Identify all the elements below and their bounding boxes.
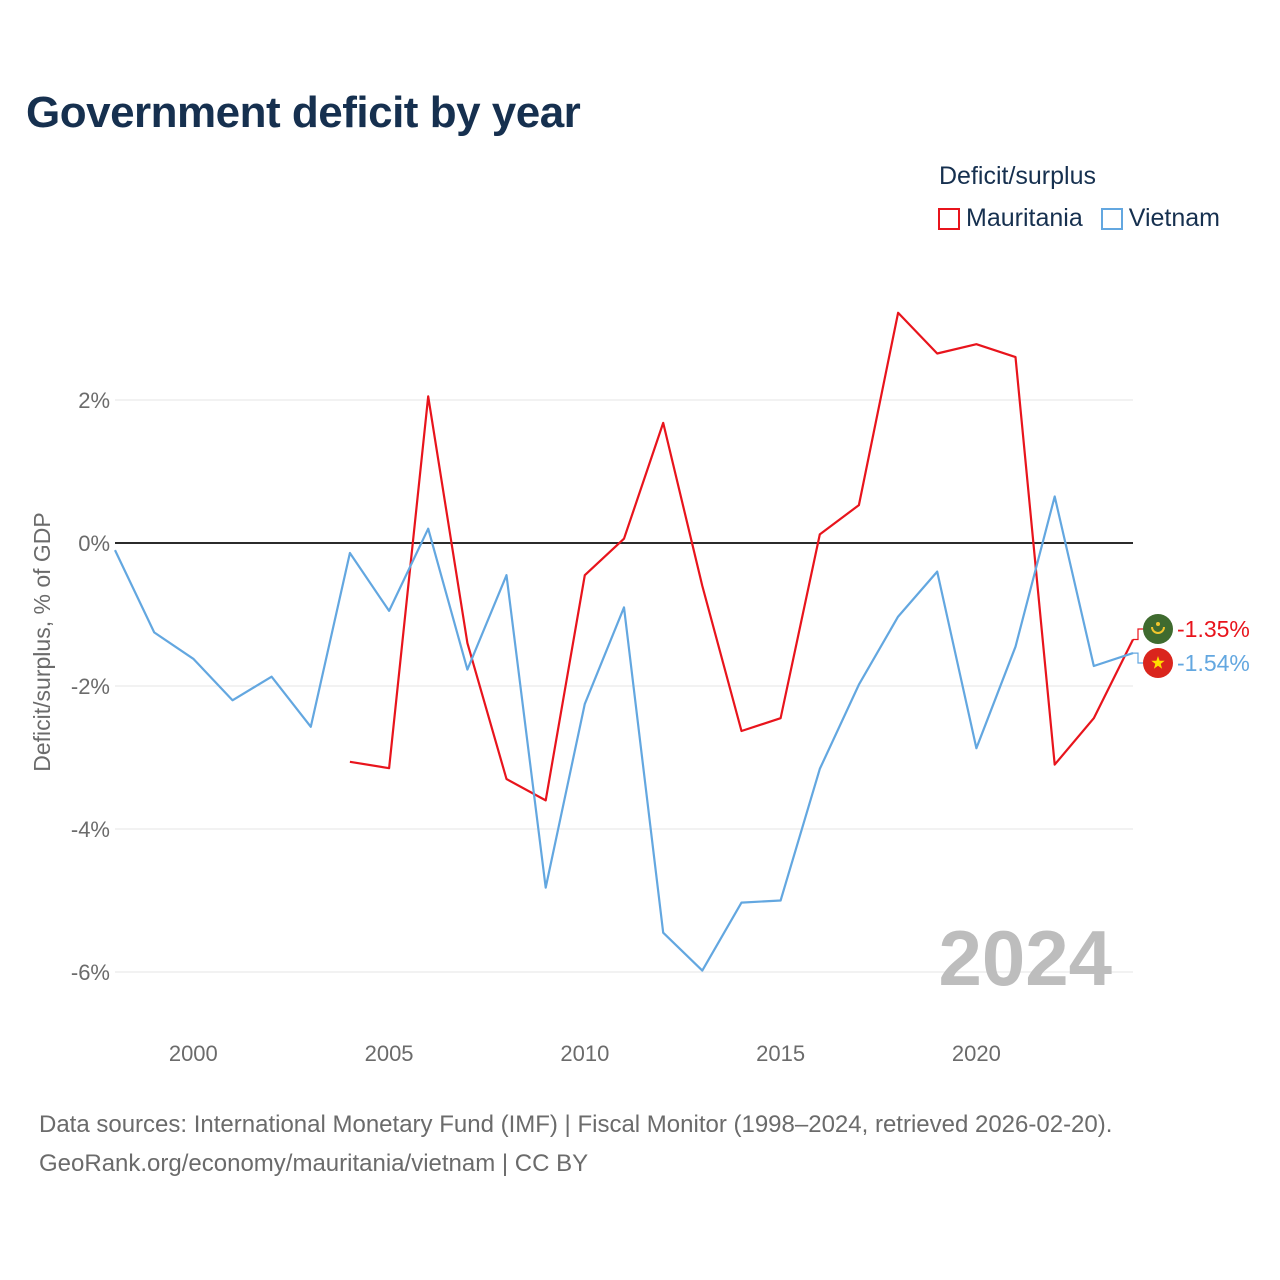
y-tick-label: 2% bbox=[78, 388, 110, 413]
legend: Mauritania Vietnam bbox=[938, 204, 1220, 233]
y-tick-label: -2% bbox=[71, 674, 110, 699]
vietnam-flag-icon bbox=[1143, 648, 1173, 678]
legend-swatch-mauritania bbox=[938, 207, 960, 230]
y-tick-label: 0% bbox=[78, 531, 110, 556]
end-value-label: -1.54% bbox=[1177, 650, 1250, 676]
end-marker-vietnam: -1.54% bbox=[1133, 648, 1250, 678]
x-axis-ticks: 2000 2005 2010 2015 2020 bbox=[169, 1041, 1001, 1066]
chart-title: Government deficit by year bbox=[26, 88, 581, 137]
mauritania-flag-icon bbox=[1143, 614, 1173, 644]
footer: Data sources: International Monetary Fun… bbox=[39, 1105, 1112, 1183]
y-axis-ticks: 2% 0% -2% -4% -6% bbox=[71, 388, 110, 985]
series-lines bbox=[114, 311, 1134, 972]
series-line-mauritania[interactable] bbox=[349, 311, 1134, 802]
gridlines bbox=[115, 399, 1133, 973]
y-tick-label: -6% bbox=[71, 960, 110, 985]
legend-label-vietnam: Vietnam bbox=[1128, 204, 1220, 232]
end-value-label: -1.35% bbox=[1177, 616, 1250, 642]
end-markers: -1.35% -1.54% bbox=[1133, 614, 1250, 678]
x-tick-label: 2020 bbox=[952, 1041, 1001, 1066]
series-line-vietnam[interactable] bbox=[114, 495, 1134, 972]
x-tick-label: 2015 bbox=[756, 1041, 805, 1066]
connector-line bbox=[1133, 652, 1143, 664]
legend-title: Deficit/surplus bbox=[939, 162, 1096, 190]
legend-item-mauritania[interactable]: Mauritania bbox=[938, 204, 1083, 233]
x-tick-label: 2010 bbox=[560, 1041, 609, 1066]
connector-line bbox=[1133, 628, 1143, 641]
y-tick-label: -4% bbox=[71, 817, 110, 842]
legend-swatch-vietnam bbox=[1100, 207, 1123, 230]
x-tick-label: 2005 bbox=[365, 1041, 414, 1066]
y-axis-title: Deficit/surplus, % of GDP bbox=[29, 512, 55, 771]
legend-item-vietnam[interactable]: Vietnam bbox=[1100, 204, 1220, 233]
footer-sources: Data sources: International Monetary Fun… bbox=[39, 1111, 1113, 1138]
footer-link[interactable]: GeoRank.org/economy/mauritania/vietnam |… bbox=[39, 1150, 589, 1177]
end-marker-mauritania: -1.35% bbox=[1133, 614, 1250, 644]
legend-label-mauritania: Mauritania bbox=[966, 204, 1083, 232]
x-tick-label: 2000 bbox=[169, 1041, 218, 1066]
year-watermark: 2024 bbox=[938, 914, 1112, 1002]
